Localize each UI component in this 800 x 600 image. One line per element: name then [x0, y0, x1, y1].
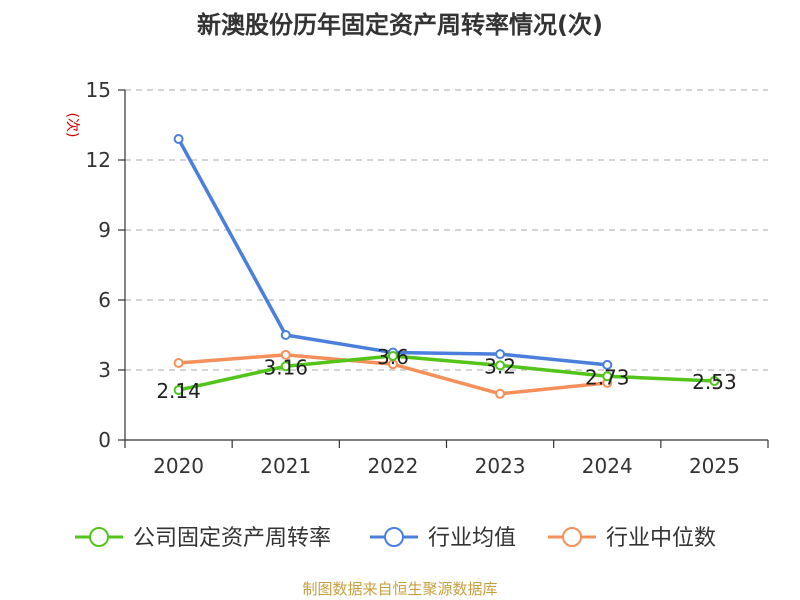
- legend-marker: [384, 527, 404, 547]
- x-tick-label-2023: 2023: [475, 454, 526, 478]
- y-axis-label: (次): [64, 113, 80, 138]
- source-note: 制图数据来自恒生聚源数据库: [302, 580, 497, 598]
- point-s0-2021: [280, 361, 291, 372]
- x-tick-label-2025: 2025: [689, 454, 740, 478]
- point-s0-2023: [495, 360, 506, 371]
- point-s1-2023: [495, 349, 506, 360]
- point-s1-2024: [602, 359, 613, 370]
- point-s0-2022: [387, 351, 398, 361]
- point-s2-2020: [173, 358, 184, 368]
- x-tick-label-2021: 2021: [260, 454, 311, 478]
- x-tick-label-2022: 2022: [367, 454, 418, 478]
- point-s0-2025: [709, 375, 720, 386]
- legend-label: 行业均值: [428, 526, 516, 551]
- point-s1-2021: [280, 330, 291, 340]
- y-tick-label-3: 3: [98, 358, 111, 382]
- point-s2-2023: [495, 388, 506, 399]
- series-group: [173, 134, 720, 399]
- legend-marker: [562, 527, 582, 547]
- point-s1-2020: [173, 134, 184, 144]
- y-tick-label-9: 9: [98, 218, 111, 242]
- y-tick-label-6: 6: [98, 288, 111, 312]
- data-label-2023: 3.2: [484, 354, 516, 378]
- data-label-2020: 2.14: [156, 379, 201, 403]
- legend-label: 行业中位数: [606, 526, 716, 551]
- chart-title: 新澳股份历年固定资产周转率情况(次): [197, 11, 603, 39]
- grid-lines: [125, 89, 768, 371]
- legend-item-2[interactable]: 行业中位数: [548, 526, 716, 551]
- point-s2-2021: [280, 349, 291, 360]
- data-label-2021: 3.16: [263, 355, 308, 379]
- y-tick-label-12: 12: [86, 148, 111, 172]
- data-label-2022: 3.6: [377, 345, 409, 369]
- x-tick-label-2024: 2024: [582, 454, 633, 478]
- data-label-2024: 2.73: [585, 365, 630, 389]
- legend: 公司固定资产周转率 行业均值 行业中位数: [75, 526, 716, 551]
- series-line-0: [178, 354, 715, 392]
- legend-item-0[interactable]: 公司固定资产周转率: [75, 526, 331, 551]
- data-labels: 2.14 3.16 3.6 3.2 2.73 2.53: [156, 345, 736, 403]
- point-s0-2024: [602, 371, 613, 382]
- y-tick-label-15: 15: [86, 78, 111, 102]
- legend-item-1[interactable]: 行业均值: [370, 526, 516, 551]
- y-tick-label-0: 0: [98, 428, 111, 452]
- point-s0-2020: [173, 385, 184, 396]
- series-line-1: [177, 138, 608, 367]
- x-tick-label-2020: 2020: [153, 454, 204, 478]
- axes: 0 3 6 9 12 15 2020 2021 2022 2023 2024 2025: [86, 78, 769, 478]
- legend-marker: [89, 527, 109, 547]
- data-label-2025: 2.53: [692, 370, 737, 394]
- legend-label: 公司固定资产周转率: [133, 526, 331, 551]
